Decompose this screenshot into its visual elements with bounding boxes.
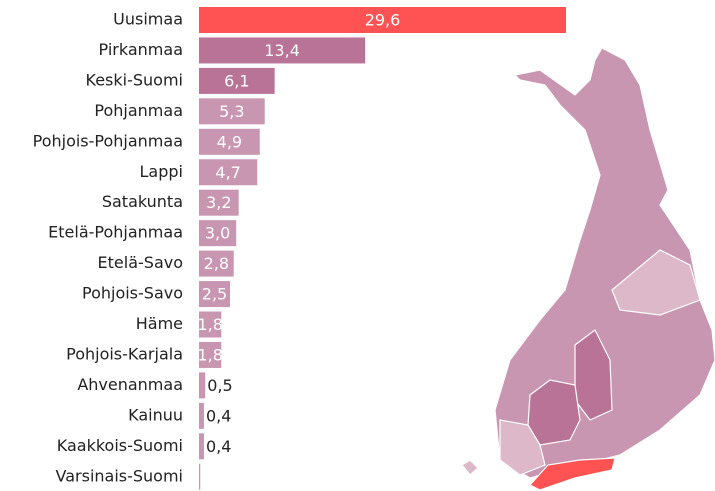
category-label: Etelä-Pohjanmaa (48, 223, 183, 242)
bar (199, 98, 265, 125)
category-label: Ahvenanmaa (77, 375, 183, 394)
category-label: Lappi (140, 162, 183, 181)
category-label: Kaakkois-Suomi (57, 436, 183, 455)
category-label: Satakunta (102, 192, 183, 211)
bar (199, 433, 204, 460)
category-label: Pohjois-Karjala (66, 344, 183, 363)
value-label: 13,4 (264, 41, 300, 60)
category-label: Pohjanmaa (94, 101, 183, 120)
map-region (611, 249, 701, 316)
bar (199, 341, 222, 368)
value-label: 3,0 (205, 224, 230, 243)
map (461, 47, 715, 491)
value-label: 0,4 (206, 437, 231, 456)
category-label: Etelä-Savo (98, 253, 183, 272)
value-label: 29,6 (365, 11, 401, 30)
category-label: Pohjois-Pohjanmaa (33, 131, 183, 150)
value-label: 6,1 (224, 71, 249, 90)
bar (199, 128, 260, 155)
category-label: Häme (136, 314, 183, 333)
bar (199, 311, 222, 338)
bar (199, 281, 230, 308)
bar (199, 189, 239, 216)
value-label: 2,5 (202, 285, 227, 304)
map-region (499, 419, 546, 476)
value-label: 5,3 (219, 102, 244, 121)
value-label: 0,5 (207, 376, 232, 395)
map-region (494, 47, 715, 479)
bar (199, 250, 234, 277)
bar (199, 67, 275, 94)
value-label: 2,8 (204, 254, 229, 273)
value-label: 4,7 (215, 163, 240, 182)
value-label: 3,2 (206, 193, 231, 212)
category-label: Keski-Suomi (86, 70, 183, 89)
category-label: Pohjois-Savo (82, 284, 183, 303)
category-label: Uusimaa (113, 10, 183, 29)
bar (199, 402, 204, 429)
value-label: 4,9 (217, 132, 242, 151)
bar (199, 159, 258, 186)
category-label: Varsinais-Suomi (56, 466, 183, 485)
bar (199, 463, 201, 490)
bar (199, 372, 206, 399)
map-region (529, 457, 616, 491)
bar (199, 37, 366, 64)
category-label: Kainuu (128, 405, 183, 424)
value-label: 1,8 (197, 345, 222, 364)
value-label: 1,8 (197, 315, 222, 334)
bar (199, 220, 237, 247)
value-label: 0,4 (206, 406, 231, 425)
map-region (461, 459, 479, 476)
bar (199, 7, 566, 33)
category-label: Pirkanmaa (99, 40, 183, 59)
